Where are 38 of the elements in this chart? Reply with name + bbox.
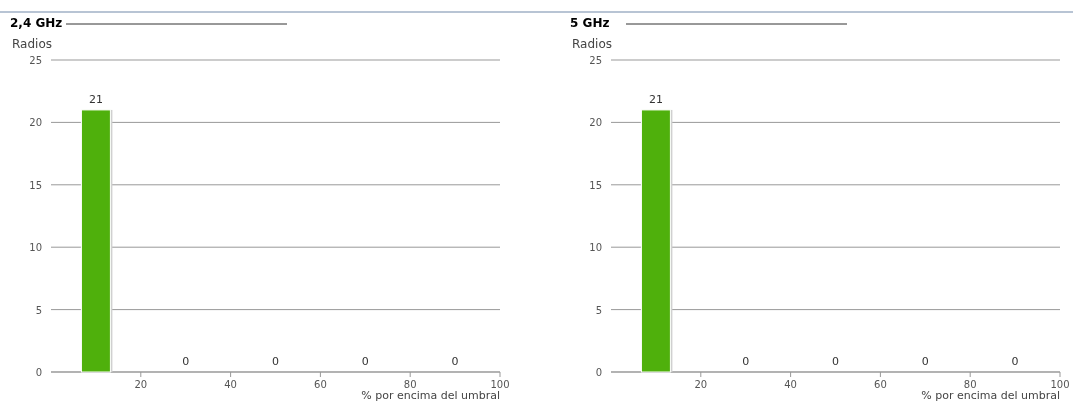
data-label: 0: [361, 355, 369, 368]
y-tick-label: 20: [29, 117, 42, 129]
y-axis-title: Radios: [12, 37, 52, 51]
x-axis-title: % por encima del umbral: [361, 389, 500, 402]
y-tick-label: 0: [595, 367, 602, 378]
y-tick-label: 0: [35, 367, 42, 378]
y-tick-label: 25: [589, 55, 602, 66]
y-tick-label: 15: [589, 179, 602, 191]
x-tick-label: 40: [224, 379, 237, 390]
y-tick-label: 5: [595, 304, 602, 316]
data-label: 0: [272, 355, 279, 368]
y-tick-label: 10: [29, 242, 42, 254]
x-tick-label: 20: [694, 379, 708, 390]
x-tick-label: 20: [134, 379, 148, 390]
data-label: 0: [921, 355, 929, 368]
data-label: 21: [88, 92, 103, 106]
y-tick-label: 20: [589, 117, 602, 129]
data-label: 0: [742, 355, 750, 368]
x-axis-title: % por encima del umbral: [921, 389, 1060, 402]
data-label: 0: [832, 355, 839, 368]
x-tick-label: 100: [490, 379, 510, 390]
y-tick-label: 5: [35, 304, 42, 316]
data-label: 0: [182, 355, 190, 368]
data-label: 0: [451, 355, 459, 368]
x-tick-label: 40: [784, 379, 797, 390]
chart-title: 2,4 GHz: [10, 16, 63, 30]
x-tick-label: 100: [1050, 379, 1070, 390]
x-tick-label: 60: [874, 379, 887, 390]
chart-title: 5 GHz: [570, 16, 610, 30]
y-axis-title: Radios: [572, 37, 612, 51]
data-label: 0: [1011, 355, 1019, 368]
x-tick-label: 80: [403, 379, 417, 390]
x-tick-label: 60: [314, 379, 327, 390]
data-label: 21: [648, 92, 663, 106]
y-tick-label: 10: [589, 242, 602, 254]
x-tick-label: 80: [963, 379, 977, 390]
y-tick-label: 25: [29, 55, 42, 66]
y-tick-label: 15: [29, 179, 42, 191]
